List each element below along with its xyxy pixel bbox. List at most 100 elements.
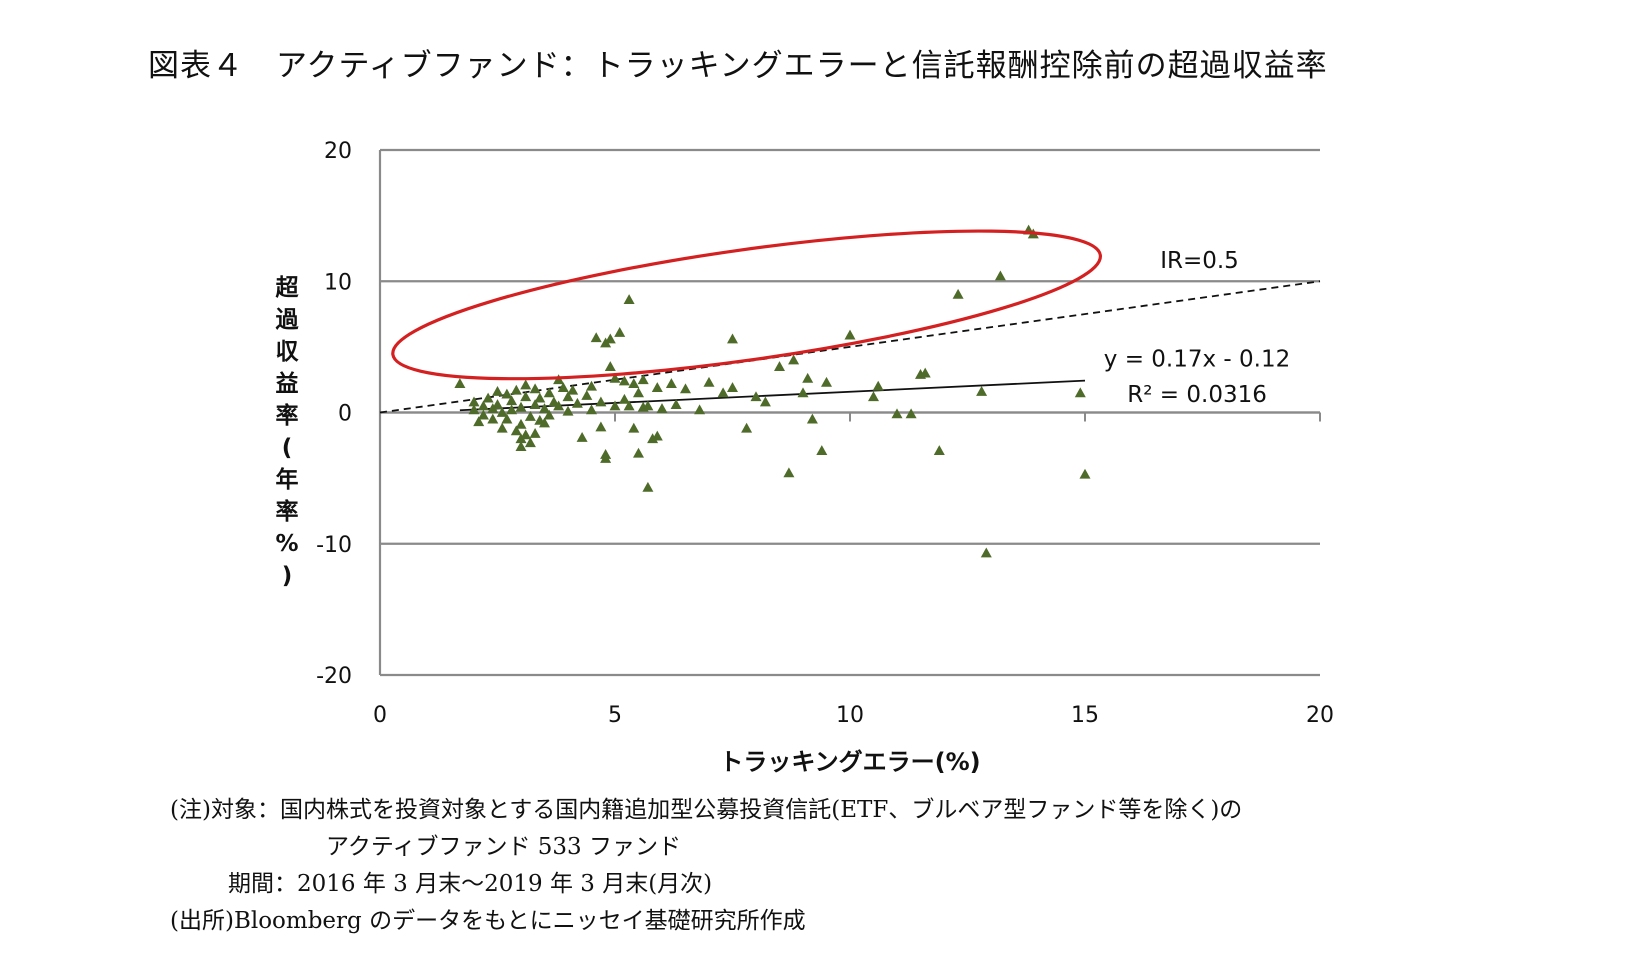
note-line-1: (注)対象：国内株式を投資対象とする国内籍追加型公募投資信託(ETF、ブルベア型… bbox=[170, 797, 1243, 823]
note-line-4: (出所)Bloomberg のデータをもとにニッセイ基礎研究所作成 bbox=[170, 908, 806, 934]
data-point bbox=[524, 410, 536, 421]
data-point bbox=[515, 418, 527, 429]
data-point bbox=[576, 431, 588, 442]
data-point bbox=[680, 383, 691, 394]
x-tick-label: 0 bbox=[373, 703, 387, 728]
r-squared-label: R² = 0.0316 bbox=[1127, 382, 1267, 408]
data-point bbox=[553, 400, 565, 411]
data-point bbox=[492, 386, 503, 396]
data-point bbox=[656, 403, 668, 413]
data-point bbox=[539, 417, 550, 428]
highlight-ellipse bbox=[391, 229, 1103, 381]
data-point bbox=[1079, 468, 1091, 479]
data-point bbox=[543, 387, 555, 398]
data-point bbox=[604, 361, 616, 371]
data-point bbox=[581, 389, 593, 400]
data-point bbox=[520, 429, 532, 440]
data-point bbox=[501, 388, 513, 399]
y-tick-label: 10 bbox=[324, 270, 352, 295]
data-point bbox=[797, 387, 809, 398]
data-point bbox=[980, 547, 992, 558]
x-tick-label: 5 bbox=[608, 703, 622, 728]
data-point bbox=[534, 392, 546, 403]
data-point bbox=[604, 333, 616, 344]
data-point bbox=[468, 404, 480, 415]
data-point bbox=[952, 288, 964, 299]
data-point bbox=[919, 367, 931, 378]
x-axis-label: トラッキングエラー(%) bbox=[719, 748, 980, 776]
data-point bbox=[994, 270, 1006, 281]
data-point bbox=[557, 382, 569, 392]
data-point bbox=[586, 380, 597, 391]
data-point bbox=[618, 375, 630, 386]
y-axis-label: 超過収益率(年率%) bbox=[275, 275, 299, 589]
data-point bbox=[665, 378, 677, 389]
ir-label: IR=0.5 bbox=[1160, 248, 1239, 274]
data-point bbox=[492, 399, 503, 410]
data-point bbox=[515, 401, 527, 412]
data-point bbox=[642, 400, 654, 411]
data-point bbox=[647, 433, 659, 444]
data-point bbox=[548, 396, 560, 407]
data-point bbox=[520, 391, 532, 402]
data-point bbox=[750, 391, 762, 402]
tick-labels: 20 10 0 -10 -20 0 5 10 15 20 bbox=[316, 139, 1334, 728]
data-point bbox=[802, 372, 814, 383]
data-point bbox=[976, 386, 988, 396]
notes: (注)対象：国内株式を投資対象とする国内籍追加型公募投資信託(ETF、ブルベア型… bbox=[170, 792, 1242, 940]
data-point bbox=[633, 447, 644, 458]
data-point bbox=[868, 391, 879, 402]
highlight-overlay bbox=[391, 229, 1103, 381]
data-point bbox=[651, 382, 663, 392]
data-point bbox=[618, 393, 630, 404]
data-point bbox=[651, 430, 663, 441]
data-point bbox=[524, 437, 536, 448]
data-point bbox=[468, 396, 480, 407]
y-tick-label: -20 bbox=[316, 664, 352, 689]
data-point bbox=[806, 413, 818, 424]
y-tick-label: 0 bbox=[338, 402, 352, 427]
note-line-3: 期間：2016 年 3 月末～2019 年 3 月末(月次) bbox=[228, 871, 713, 897]
note-line-2: アクティブファンド 533 ファンド bbox=[326, 834, 681, 860]
data-point bbox=[515, 441, 527, 452]
data-point bbox=[529, 428, 541, 438]
data-point bbox=[623, 294, 635, 305]
data-point bbox=[783, 467, 795, 478]
chart-title: 図表４ アクティブファンド：トラッキングエラーと信託報酬控除前の超過収益率 bbox=[148, 48, 1328, 84]
x-tick-label: 15 bbox=[1071, 703, 1099, 728]
data-point bbox=[633, 387, 644, 398]
data-point bbox=[487, 413, 499, 424]
data-point bbox=[506, 395, 518, 406]
data-point bbox=[510, 384, 522, 395]
data-point bbox=[774, 361, 785, 371]
data-point bbox=[637, 374, 649, 385]
trend-equation: y = 0.17x - 0.12 bbox=[1104, 347, 1290, 373]
data-point bbox=[727, 333, 738, 344]
scatter-chart: 20 10 0 -10 -20 0 5 10 15 20 IR=0.5 y = 0.17x - 0… bbox=[275, 139, 1334, 776]
data-point bbox=[623, 400, 635, 411]
y-tick-label: 20 bbox=[324, 139, 352, 164]
data-point bbox=[496, 422, 508, 433]
data-point bbox=[821, 376, 832, 387]
data-point bbox=[520, 379, 532, 390]
data-point bbox=[477, 400, 489, 411]
data-point bbox=[741, 422, 753, 433]
data-point bbox=[703, 376, 715, 387]
data-point bbox=[454, 378, 466, 389]
data-point bbox=[595, 421, 607, 432]
data-point bbox=[529, 383, 541, 394]
data-point bbox=[717, 387, 729, 398]
data-point bbox=[642, 481, 654, 492]
data-point bbox=[1074, 387, 1086, 398]
data-point bbox=[628, 378, 640, 389]
x-tick-label: 10 bbox=[836, 703, 864, 728]
y-tick-label: -10 bbox=[316, 533, 352, 558]
data-point bbox=[759, 396, 771, 407]
data-point bbox=[933, 445, 945, 455]
data-point bbox=[543, 409, 555, 420]
data-point bbox=[609, 400, 621, 411]
data-point bbox=[586, 404, 597, 415]
data-point bbox=[694, 404, 706, 415]
data-point bbox=[590, 332, 602, 343]
data-point bbox=[506, 404, 518, 415]
